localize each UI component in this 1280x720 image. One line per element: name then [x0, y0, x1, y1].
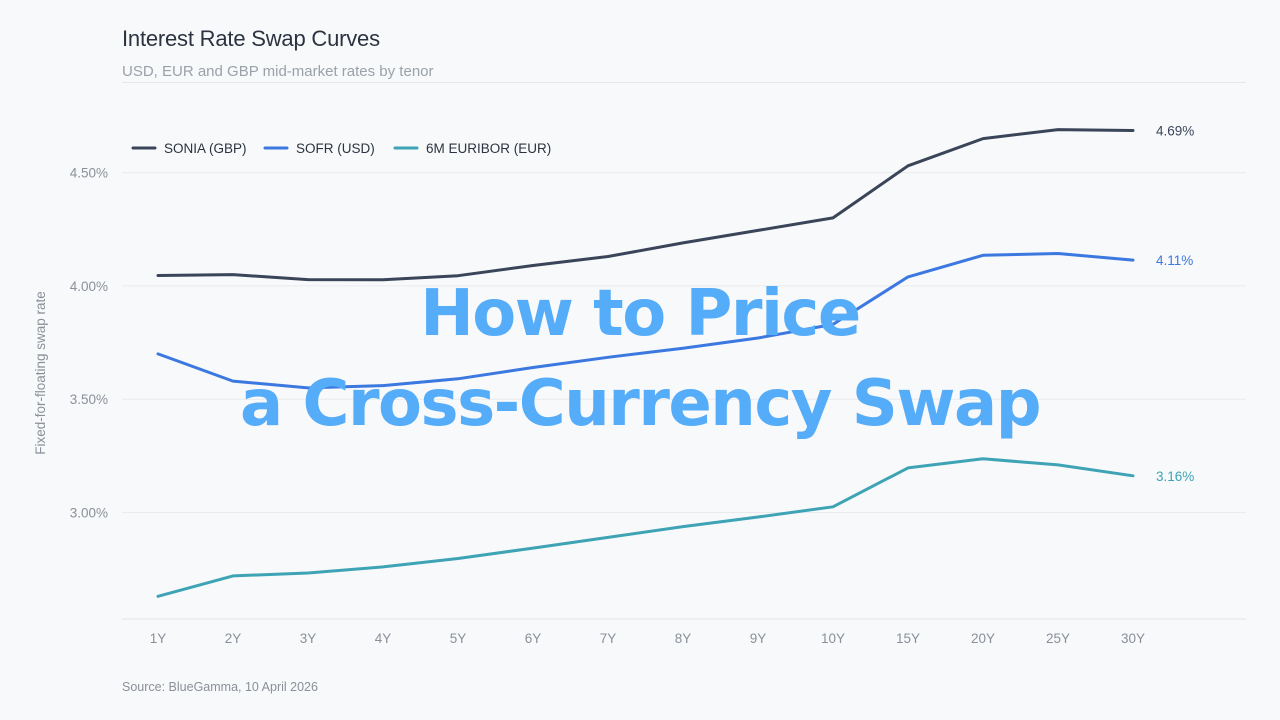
- series-lines: [156, 128, 1135, 598]
- x-tick-label: 4Y: [375, 631, 392, 646]
- series-end-label: 4.69%: [1156, 123, 1194, 138]
- legend-entry: SONIA (GBP): [164, 141, 247, 156]
- x-tick-label: 20Y: [971, 631, 995, 646]
- x-tick-label: 2Y: [225, 631, 242, 646]
- series-line: [156, 252, 1135, 390]
- chart-title: Interest Rate Swap Curves: [122, 26, 380, 51]
- y-axis-ticks: 3.00% 3.50% 4.00% 4.50%: [70, 166, 108, 521]
- legend: SONIA (GBP) SOFR (USD) 6M EURIBOR (EUR): [131, 141, 551, 156]
- series-end-label: 3.16%: [1156, 469, 1194, 484]
- series-end-label: 4.11%: [1156, 253, 1193, 268]
- y-gridlines: [122, 172, 1246, 514]
- series-end-labels: 4.69% 4.11% 3.16%: [1156, 123, 1194, 483]
- header-divider: [122, 82, 1246, 83]
- chart-subtitle: USD, EUR and GBP mid-market rates by ten…: [122, 63, 434, 80]
- x-tick-label: 5Y: [450, 631, 467, 646]
- x-tick-label: 6Y: [525, 631, 542, 646]
- x-tick-label: 3Y: [300, 631, 317, 646]
- series-line: [156, 457, 1135, 598]
- y-axis-label: Fixed-for-floating swap rate: [33, 291, 48, 455]
- series-line: [156, 128, 1135, 282]
- x-tick-label: 7Y: [600, 631, 617, 646]
- overlay-headline-line1: How to Price: [420, 277, 861, 351]
- source-note: Source: BlueGamma, 10 April 2026: [122, 680, 318, 694]
- legend-entry: 6M EURIBOR (EUR): [426, 141, 551, 156]
- x-tick-label: 15Y: [896, 631, 920, 646]
- legend-entry: SOFR (USD): [296, 141, 375, 156]
- x-tick-label: 8Y: [675, 631, 692, 646]
- x-tick-label: 1Y: [150, 631, 167, 646]
- x-tick-label: 30Y: [1121, 631, 1145, 646]
- x-tick-label: 9Y: [750, 631, 767, 646]
- overlay-headline-line2: a Cross-Currency Swap: [240, 367, 1042, 441]
- x-tick-label: 10Y: [821, 631, 845, 646]
- y-tick-label: 4.00%: [70, 279, 108, 294]
- y-tick-label: 3.50%: [70, 392, 108, 407]
- y-tick-label: 4.50%: [70, 166, 108, 181]
- y-tick-label: 3.00%: [70, 506, 108, 521]
- x-axis: 1Y 2Y 3Y 4Y 5Y 6Y 7Y 8Y 9Y 10Y 15Y 20Y 25Y 30Y: [122, 618, 1246, 646]
- x-tick-label: 25Y: [1046, 631, 1070, 646]
